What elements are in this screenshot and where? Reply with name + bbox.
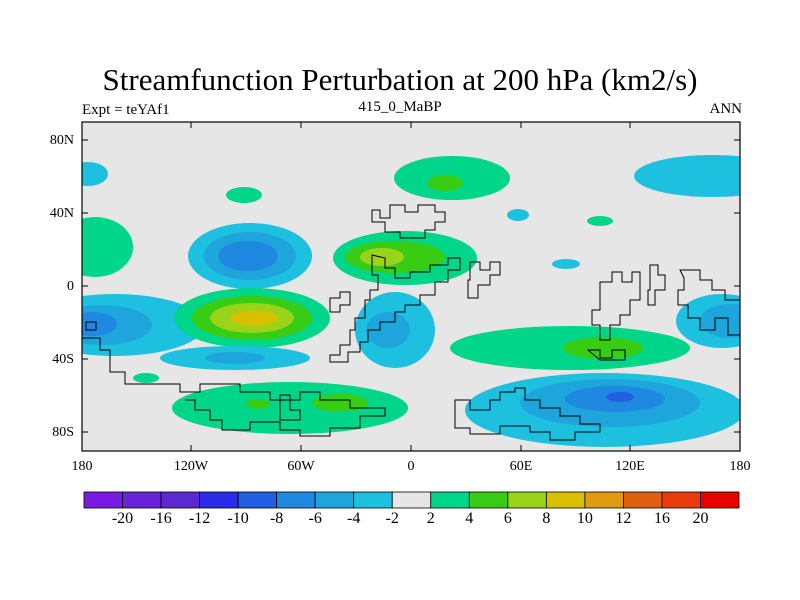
contour-pos-small-3 <box>133 373 159 383</box>
map-title: Streamfunction Perturbation at 200 hPa (… <box>102 62 698 97</box>
contour-pos-natlantic-core <box>427 175 463 191</box>
colorbar <box>83 491 740 509</box>
contour-neg-satlantic-2 <box>366 312 410 348</box>
contour-pos-southern-3 <box>246 399 270 409</box>
colorbar-swatch <box>353 491 393 509</box>
lon-label-180w: 180 <box>71 459 93 474</box>
lat-label-40n: 40N <box>49 206 74 221</box>
colorbar-tick-label: 4 <box>465 510 474 527</box>
colorbar-tick-label: -16 <box>150 510 172 527</box>
lon-label-60e: 60E <box>509 459 533 474</box>
colorbar-swatch <box>237 491 278 509</box>
contour-neg-npacific-east <box>634 155 740 197</box>
contour-neg-spac-south-2 <box>205 352 265 364</box>
colorbar-tick-label: -10 <box>227 510 249 527</box>
colorbar-swatch <box>623 491 663 509</box>
season-label: ANN <box>709 101 743 117</box>
colorbar-swatch <box>468 491 509 509</box>
lat-label-80s: 80S <box>52 425 74 440</box>
colorbar-tick-label: 10 <box>576 510 593 527</box>
lat-label-80n: 80N <box>49 133 74 148</box>
colorbar-tick-label: 2 <box>426 510 435 527</box>
colorbar-tick-label: 20 <box>692 510 709 527</box>
colorbar-swatch <box>160 491 200 509</box>
colorbar-swatch <box>700 491 740 509</box>
lon-label-120w: 120W <box>173 459 209 474</box>
colorbar-tick-label: -8 <box>269 510 284 527</box>
period-label: 415_0_MaBP <box>358 99 442 115</box>
colorbar-tick-label: -4 <box>347 510 361 527</box>
contour-neg-east-edge-2 <box>700 304 740 338</box>
colorbar-tick-label: -6 <box>308 510 322 527</box>
contour-pos-west-edge <box>82 217 133 277</box>
colorbar-swatch <box>314 491 355 509</box>
contour-pos-indian-2 <box>563 337 643 359</box>
colorbar-swatch <box>545 491 586 509</box>
map-field <box>82 122 740 451</box>
colorbar-swatch <box>199 491 239 509</box>
contour-pos-small-1 <box>226 187 262 203</box>
contour-neg-nepac-3 <box>218 241 278 271</box>
contour-neg-small-1 <box>507 209 529 221</box>
colorbar-swatch <box>584 491 624 509</box>
contour-pos-spac-4 <box>230 310 278 326</box>
colorbar-tick-label: -12 <box>188 510 211 527</box>
experiment-label: Expt = teYAf1 <box>82 102 170 118</box>
contour-neg-southern-indian-4 <box>606 392 634 402</box>
contour-neg-small-2 <box>552 259 580 269</box>
colorbar-tick-label: -20 <box>111 510 134 527</box>
lon-label-180e: 180 <box>729 459 751 474</box>
colorbar-swatch <box>430 491 470 509</box>
coastlines <box>82 204 740 441</box>
colorbar-tick-label: 6 <box>503 510 512 527</box>
lon-label-120e: 120E <box>615 459 645 474</box>
contour-neg-npacific-west <box>82 162 108 186</box>
lat-label-0: 0 <box>67 279 74 294</box>
lon-label-0: 0 <box>407 459 415 474</box>
lon-label-60w: 60W <box>287 459 315 474</box>
colorbar-tick-label: -2 <box>385 510 399 527</box>
colorbar-swatch <box>83 491 123 509</box>
colorbar-tick-label: 16 <box>653 510 670 527</box>
contour-neg-spac-west-3 <box>82 312 117 336</box>
colorbar-swatch <box>391 491 432 509</box>
colorbar-swatch <box>661 491 701 509</box>
axis-ticks <box>82 122 740 451</box>
colorbar-swatch <box>507 491 547 509</box>
colorbar-swatch <box>276 491 316 509</box>
colorbar-tick-label: 12 <box>615 510 632 527</box>
lat-label-40s: 40S <box>52 352 74 367</box>
contour-pos-small-2 <box>587 216 613 226</box>
colorbar-swatch <box>122 491 162 509</box>
colorbar-tick-label: 8 <box>542 510 551 527</box>
